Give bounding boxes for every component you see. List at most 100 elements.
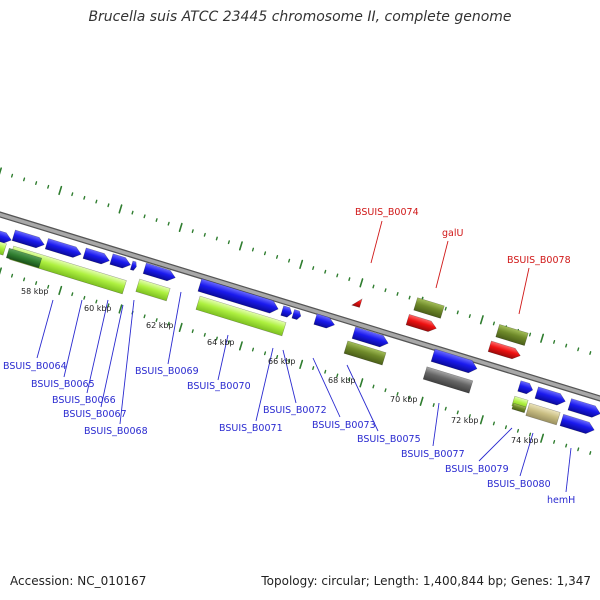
upper-tick [479,315,484,325]
topology-summary: Topology: circular; Length: 1,400,844 bp… [261,574,591,588]
lower-tick [359,378,364,388]
gene-feature-3 [82,247,110,265]
gene-feature-31 [351,298,363,308]
feature-shape [142,262,176,282]
lower-tick [95,299,98,304]
feature-shape [197,278,279,314]
upper-tick [83,195,86,200]
lower-tick [118,304,123,314]
gene-label-bsuis-b0077[interactable]: BSUIS_B0077 [401,449,465,460]
gene-label-bsuis-b0074[interactable]: BSUIS_B0074 [355,207,419,218]
upper-tick [23,177,26,182]
upper-tick [288,258,291,263]
gene-label-bsuis-b0071[interactable]: BSUIS_B0071 [219,423,283,434]
lower-tick [107,303,110,308]
feature-shape [422,366,474,394]
lower-tick-row [0,267,592,455]
gene-label-bsuis-b0066[interactable]: BSUIS_B0066 [52,395,116,406]
lower-tick [83,295,86,300]
lower-tick [178,322,183,333]
lower-tick [203,332,206,337]
gene-feature-5 [129,260,137,271]
upper-tick [238,241,243,251]
upper-tick [359,278,364,288]
feature-shape [291,309,302,320]
gene-label-bsuis-b0079[interactable]: BSUIS_B0079 [445,464,509,475]
upper-tick [167,221,170,226]
gene-label-bsuis-b0069[interactable]: BSUIS_B0069 [135,366,199,377]
gene-label-bsuis-b0073[interactable]: BSUIS_B0073 [312,420,376,431]
gene-feature-1 [11,229,45,249]
upper-tick [35,181,38,186]
leader-line-11 [432,402,440,447]
lower-tick [553,439,556,444]
feature-shape [343,340,387,366]
lower-tick [479,415,484,425]
kbp-label-68: 68 kbp [328,376,356,385]
lower-tick [516,428,520,433]
gene-label-galu[interactable]: galU [442,228,463,239]
gene-feature-21 [195,295,287,337]
lower-tick [58,285,63,296]
gene-feature-30 [487,340,521,360]
upper-tick [408,295,411,300]
upper-tick [155,218,158,222]
gene-label-bsuis-b0070[interactable]: BSUIS_B0070 [187,381,251,392]
gene-feature-8 [280,305,293,318]
upper-tick [118,204,123,214]
gene-label-bsuis-b0065[interactable]: BSUIS_B0065 [31,379,95,390]
upper-tick [589,351,592,355]
feature-shape [351,298,363,308]
lower-tick [191,329,194,334]
leader-line-1 [63,299,83,378]
upper-tick [107,203,110,208]
feature-shape [495,324,529,346]
feature-shape [313,313,335,329]
lower-tick [324,369,327,374]
kbp-labels: 58 kbp 60 kbp 62 kbp 64 kbp 66 kbp 68 kb… [21,287,539,445]
gene-label-bsuis-b0067[interactable]: BSUIS_B0067 [63,409,127,420]
upper-tick [372,284,375,289]
upper-tick [47,184,50,189]
lower-tick [348,377,351,382]
upper-tick [95,199,98,204]
lower-tick [565,443,568,448]
upper-tick [251,247,255,252]
lower-tick [444,406,447,411]
gene-label-bsuis-b0072[interactable]: BSUIS_B0072 [263,405,327,416]
upper-tick [263,251,267,256]
gene-label-bsuis-b0075[interactable]: BSUIS_B0075 [357,434,421,445]
lower-tick [155,318,158,322]
gene-feature-9 [291,309,302,320]
lower-tick [0,267,2,275]
lower-tick [251,347,255,352]
gene-features [0,226,600,434]
feature-shape [405,314,437,332]
feature-shape [0,226,12,244]
feature-shape [109,253,131,269]
upper-tick [131,210,134,215]
gene-feature-6 [142,262,176,282]
feature-shape [5,247,43,269]
gene-label-bsuis-b0080[interactable]: BSUIS_B0080 [487,479,551,490]
lower-tick [10,273,14,278]
gene-feature-10 [313,313,335,329]
lower-tick [35,281,38,286]
lower-tick [299,359,304,369]
lower-tick [312,366,315,370]
upper-tick [58,185,63,196]
gene-label-bsuis-b0078[interactable]: BSUIS_B0078 [507,255,571,266]
feature-shape [351,326,389,348]
lower-tick [528,432,532,437]
gene-label-bsuis-b0064[interactable]: BSUIS_B0064 [3,361,67,372]
feature-shape [525,402,561,426]
gene-label-bsuis-b0068[interactable]: BSUIS_B0068 [84,426,148,437]
lower-tick [408,395,411,400]
kbp-label-66: 66 kbp [268,357,296,366]
upper-tick [324,269,327,274]
feature-shape [280,305,293,318]
lower-tick [468,414,471,419]
upper-tick [528,332,532,337]
lower-tick [372,384,375,389]
gene-label-hemh[interactable]: hemH [547,495,575,506]
